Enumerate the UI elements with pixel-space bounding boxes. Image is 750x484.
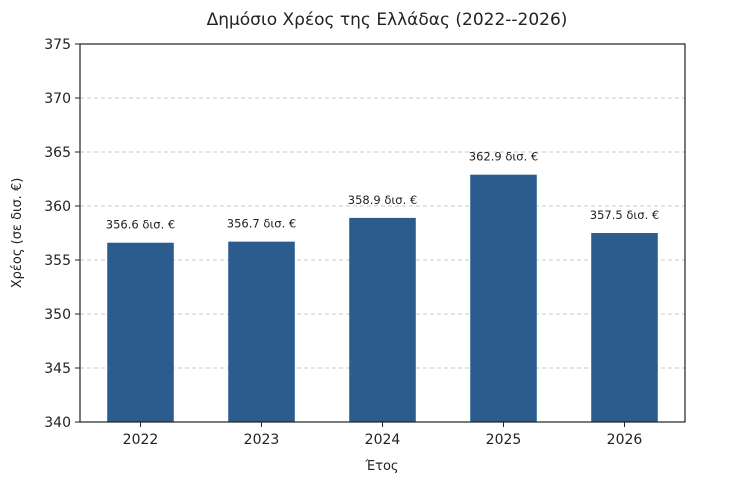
bars xyxy=(107,174,658,422)
data-label-2025: 362.9 δισ. € xyxy=(469,150,538,164)
data-labels: 356.6 δισ. € 356.7 δισ. € 358.9 δισ. € 362.… xyxy=(106,150,659,232)
y-tick-label: 345 xyxy=(44,361,71,377)
data-label-2024: 358.9 δισ. € xyxy=(348,193,417,207)
data-label-2022: 356.6 δισ. € xyxy=(106,218,175,232)
data-label-2026: 357.5 δισ. € xyxy=(590,208,659,222)
x-tick-label-2024: 2024 xyxy=(365,432,401,448)
x-axis-label: Έτος xyxy=(364,459,398,474)
y-tick-label: 355 xyxy=(44,253,71,269)
y-axis-label: Χρέος (σε δισ. €) xyxy=(10,178,25,289)
bar-2024 xyxy=(349,217,416,422)
x-axis-ticks: 2022 2023 2024 2025 2026 xyxy=(123,422,643,448)
x-tick-label-2025: 2025 xyxy=(486,432,522,448)
bar-2022 xyxy=(107,242,174,422)
y-axis-ticks: 340 345 350 355 360 365 370 375 xyxy=(44,37,80,431)
bar-2025 xyxy=(470,174,537,422)
x-tick-label-2026: 2026 xyxy=(607,432,643,448)
y-tick-label: 360 xyxy=(44,199,71,215)
x-tick-label-2022: 2022 xyxy=(123,432,159,448)
y-tick-label: 365 xyxy=(44,145,71,161)
y-tick-label: 375 xyxy=(44,37,71,53)
y-tick-label: 370 xyxy=(44,91,71,107)
y-tick-label: 340 xyxy=(44,415,71,431)
bar-2023 xyxy=(228,241,295,422)
y-tick-label: 350 xyxy=(44,307,71,323)
chart-title: Δημόσιο Χρέος της Ελλάδας (2022--2026) xyxy=(207,10,568,30)
bar-2026 xyxy=(591,233,658,422)
data-label-2023: 356.7 δισ. € xyxy=(227,217,296,231)
x-tick-label-2023: 2023 xyxy=(244,432,280,448)
